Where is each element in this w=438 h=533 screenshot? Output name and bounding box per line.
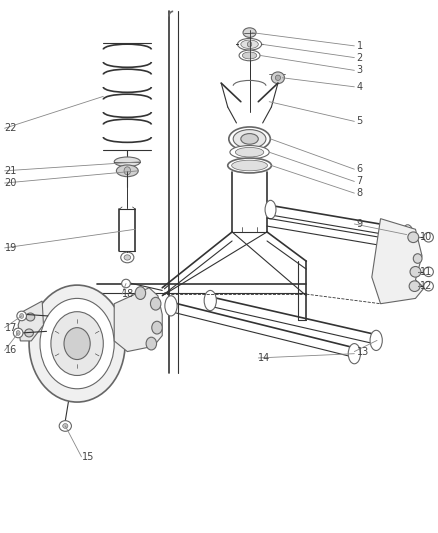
Text: 2: 2 — [357, 53, 363, 62]
Ellipse shape — [233, 130, 266, 148]
Ellipse shape — [237, 38, 261, 50]
Ellipse shape — [16, 330, 20, 335]
Text: 1: 1 — [357, 41, 363, 51]
Ellipse shape — [409, 281, 420, 292]
Text: 6: 6 — [357, 164, 363, 174]
Ellipse shape — [204, 290, 216, 311]
Ellipse shape — [243, 28, 256, 37]
Ellipse shape — [241, 40, 258, 49]
Circle shape — [29, 285, 125, 402]
Text: 20: 20 — [5, 178, 17, 188]
Circle shape — [150, 297, 161, 310]
Polygon shape — [372, 219, 424, 304]
Ellipse shape — [247, 42, 252, 47]
Text: 9: 9 — [357, 219, 363, 229]
Text: 3: 3 — [357, 66, 363, 75]
Ellipse shape — [410, 266, 421, 277]
Ellipse shape — [272, 72, 285, 84]
Ellipse shape — [230, 146, 269, 159]
Text: 16: 16 — [5, 345, 17, 356]
Ellipse shape — [276, 75, 281, 80]
Text: 4: 4 — [357, 82, 363, 92]
Text: 18: 18 — [122, 289, 134, 299]
Ellipse shape — [370, 330, 382, 351]
Polygon shape — [114, 288, 162, 352]
Text: 11: 11 — [420, 267, 432, 277]
Ellipse shape — [165, 296, 177, 316]
Text: 10: 10 — [420, 232, 432, 243]
Circle shape — [146, 337, 156, 350]
Ellipse shape — [114, 157, 141, 166]
Ellipse shape — [239, 50, 260, 61]
Ellipse shape — [241, 134, 258, 144]
Ellipse shape — [413, 254, 422, 263]
Text: 15: 15 — [81, 452, 94, 462]
Text: 22: 22 — [5, 123, 17, 133]
Text: 21: 21 — [5, 166, 17, 176]
Text: 19: 19 — [5, 243, 17, 253]
Ellipse shape — [424, 281, 433, 291]
Circle shape — [64, 328, 90, 360]
Ellipse shape — [13, 328, 23, 338]
Ellipse shape — [235, 148, 264, 157]
Ellipse shape — [232, 160, 268, 171]
Ellipse shape — [265, 200, 276, 219]
Circle shape — [51, 312, 103, 375]
Ellipse shape — [25, 329, 33, 337]
Ellipse shape — [229, 127, 270, 151]
Text: 13: 13 — [357, 346, 369, 357]
Ellipse shape — [122, 279, 131, 288]
Circle shape — [40, 298, 114, 389]
Ellipse shape — [26, 313, 35, 321]
Ellipse shape — [17, 311, 26, 321]
Ellipse shape — [424, 267, 433, 277]
Polygon shape — [18, 301, 43, 341]
Ellipse shape — [124, 167, 131, 175]
Ellipse shape — [348, 344, 360, 364]
Circle shape — [152, 321, 162, 334]
Text: 17: 17 — [5, 322, 17, 333]
Ellipse shape — [59, 421, 71, 431]
Ellipse shape — [124, 255, 131, 260]
Circle shape — [135, 287, 146, 300]
Ellipse shape — [121, 252, 134, 263]
Ellipse shape — [228, 158, 272, 173]
Ellipse shape — [20, 313, 24, 318]
Ellipse shape — [242, 52, 257, 59]
Ellipse shape — [424, 232, 433, 242]
Text: 5: 5 — [357, 116, 363, 126]
Ellipse shape — [117, 165, 138, 176]
Ellipse shape — [63, 424, 68, 429]
Text: 7: 7 — [357, 176, 363, 187]
Text: 8: 8 — [357, 188, 363, 198]
Ellipse shape — [402, 225, 413, 244]
Text: 14: 14 — [258, 353, 271, 363]
Ellipse shape — [408, 232, 419, 243]
Text: 12: 12 — [420, 281, 432, 291]
